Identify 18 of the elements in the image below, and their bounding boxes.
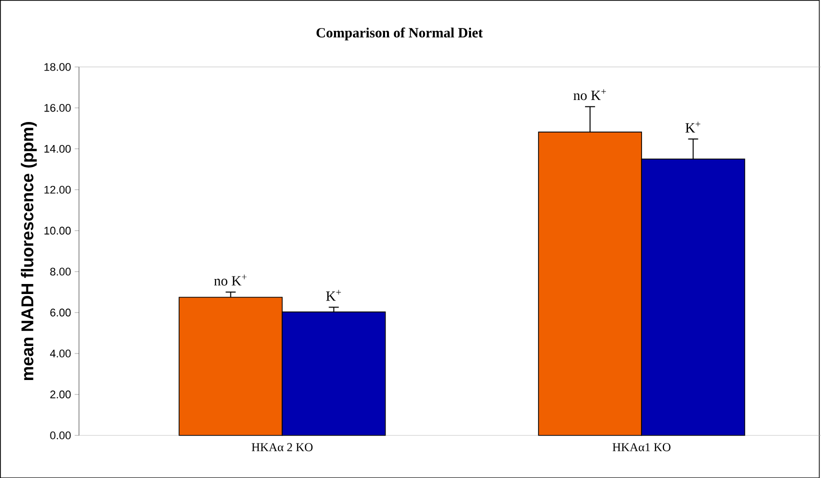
y-tick-label: 0.00 [50, 431, 71, 440]
text: no K$^{+}$ [574, 89, 606, 100]
y-tick-label: 18.00 [44, 62, 71, 71]
y-tick-label: 8.00 [50, 268, 71, 276]
y-tick-label: 10.00 [44, 226, 71, 234]
series-label: no K$^{+}$ [214, 274, 247, 286]
y-tick-label: 6.00 [50, 308, 71, 316]
y-tick-label: 12.00 [44, 186, 71, 194]
series-label: K$^{+}$ [326, 290, 341, 301]
x-tick-label: HKAα 2 KO [252, 443, 313, 452]
y-axis-title: mean NADH fluorescence (ppm) [20, 122, 37, 380]
x-tick-label: HKAα1 KO [612, 443, 670, 452]
y-tick-label: 2.00 [50, 390, 71, 398]
y-tick-label: 4.00 [50, 349, 71, 358]
y-tick-label: 16.00 [44, 104, 71, 112]
chart-title: Comparison of Normal Diet [316, 27, 483, 40]
y-tick-label: 14.00 [44, 144, 71, 153]
text: K$^{+}$ [686, 122, 700, 132]
